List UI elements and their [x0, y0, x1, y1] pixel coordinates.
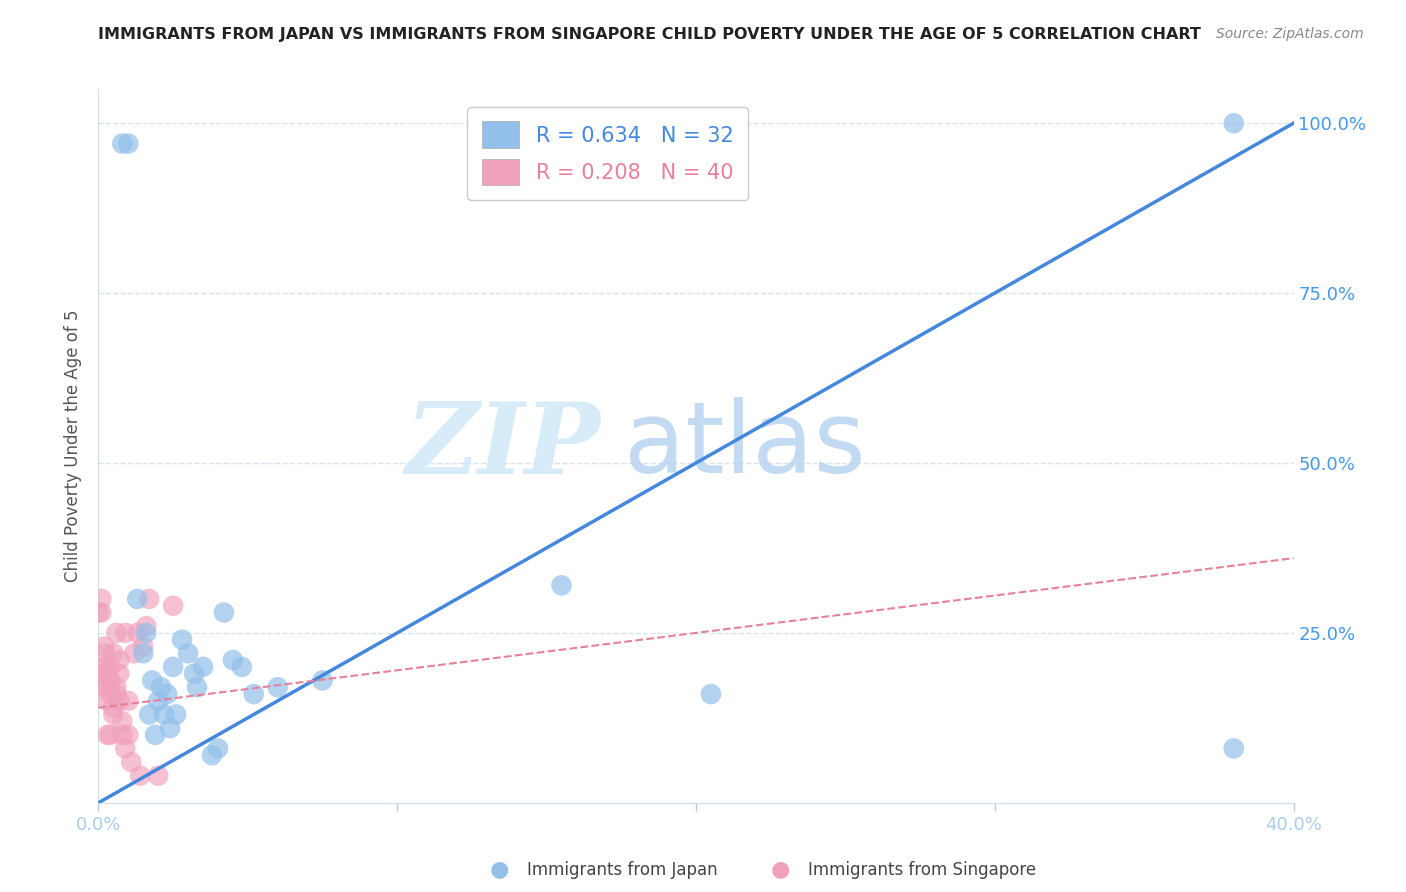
Point: [117, 694, 139, 708]
Point: [231, 660, 253, 674]
Point: [117, 728, 139, 742]
Point: [105, 687, 128, 701]
Point: [212, 606, 235, 620]
Point: [127, 591, 149, 606]
Point: [243, 687, 266, 701]
Point: [111, 728, 134, 742]
Point: [90, 606, 112, 620]
Point: [93, 646, 115, 660]
Point: [165, 707, 187, 722]
Point: [267, 680, 290, 694]
Point: [105, 626, 128, 640]
Point: [100, 687, 122, 701]
Point: [87, 606, 110, 620]
Text: ZIP: ZIP: [405, 398, 600, 494]
Point: [148, 694, 170, 708]
Point: [172, 632, 194, 647]
Text: Source: ZipAtlas.com: Source: ZipAtlas.com: [1216, 27, 1364, 41]
Point: [93, 680, 115, 694]
Text: ●: ●: [489, 860, 509, 880]
Point: [103, 700, 125, 714]
Point: [1223, 741, 1246, 756]
Point: [550, 578, 572, 592]
Point: [100, 660, 122, 674]
Point: [700, 687, 723, 701]
Point: [138, 591, 160, 606]
Point: [96, 680, 118, 694]
Point: [207, 741, 229, 756]
Point: [135, 619, 157, 633]
Point: [93, 660, 115, 674]
Text: Immigrants from Japan: Immigrants from Japan: [527, 861, 718, 879]
Point: [100, 728, 122, 742]
Point: [138, 707, 160, 722]
Point: [156, 687, 179, 701]
Point: [1223, 116, 1246, 130]
Legend: R = 0.634   N = 32, R = 0.208   N = 40: R = 0.634 N = 32, R = 0.208 N = 40: [467, 107, 748, 200]
Point: [105, 680, 128, 694]
Point: [129, 769, 152, 783]
Point: [90, 666, 112, 681]
Point: [103, 646, 125, 660]
Point: [201, 748, 224, 763]
Text: atlas: atlas: [624, 398, 866, 494]
Point: [141, 673, 163, 688]
Point: [114, 626, 136, 640]
Point: [111, 714, 134, 729]
Point: [191, 660, 214, 674]
Text: IMMIGRANTS FROM JAPAN VS IMMIGRANTS FROM SINGAPORE CHILD POVERTY UNDER THE AGE O: IMMIGRANTS FROM JAPAN VS IMMIGRANTS FROM…: [98, 27, 1201, 42]
Point: [150, 680, 173, 694]
Point: [143, 728, 166, 742]
Point: [114, 741, 136, 756]
Point: [132, 646, 155, 660]
Point: [311, 673, 333, 688]
Point: [96, 666, 118, 681]
Text: ●: ●: [770, 860, 790, 880]
Point: [93, 640, 115, 654]
Point: [103, 707, 125, 722]
Point: [120, 755, 142, 769]
Point: [117, 136, 139, 151]
Point: [90, 591, 112, 606]
Point: [124, 646, 146, 660]
Point: [127, 626, 149, 640]
Point: [96, 728, 118, 742]
Point: [177, 646, 200, 660]
Point: [183, 666, 205, 681]
Point: [222, 653, 245, 667]
Point: [108, 694, 131, 708]
Y-axis label: Child Poverty Under the Age of 5: Child Poverty Under the Age of 5: [65, 310, 83, 582]
Point: [148, 769, 170, 783]
Point: [111, 136, 134, 151]
Point: [108, 653, 131, 667]
Point: [162, 599, 184, 613]
Point: [132, 640, 155, 654]
Point: [108, 666, 131, 681]
Point: [96, 694, 118, 708]
Point: [186, 680, 208, 694]
Text: Immigrants from Singapore: Immigrants from Singapore: [808, 861, 1036, 879]
Point: [162, 660, 184, 674]
Point: [135, 626, 157, 640]
Point: [153, 707, 176, 722]
Point: [100, 673, 122, 688]
Point: [159, 721, 181, 735]
